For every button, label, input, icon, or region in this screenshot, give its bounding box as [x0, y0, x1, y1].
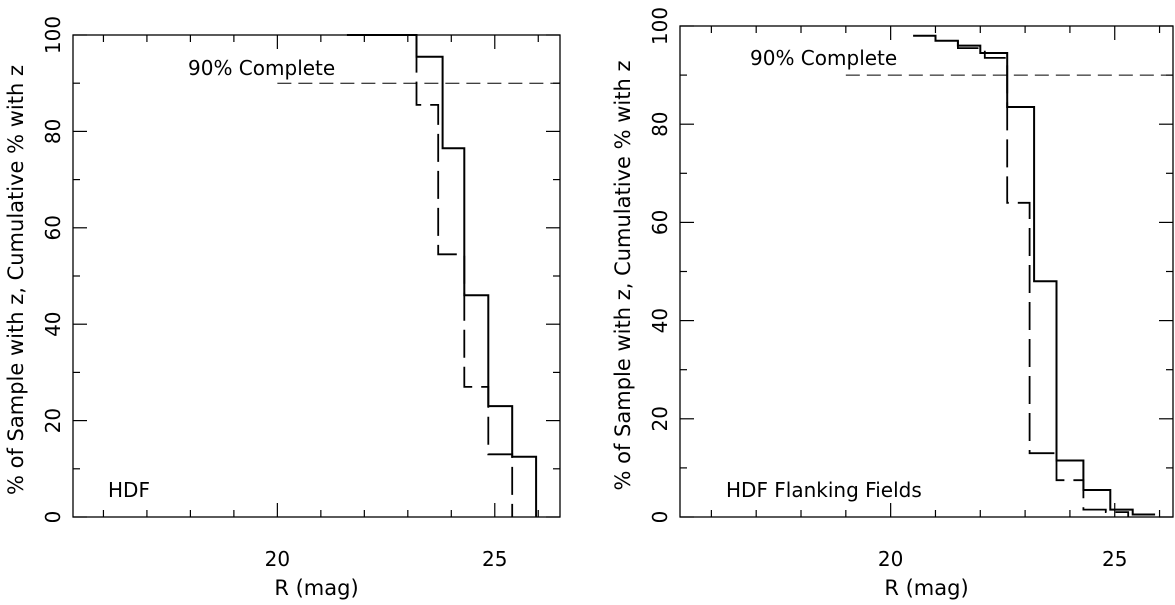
- completeness-label: 90% Complete: [188, 56, 335, 80]
- x-axis-title: R (mag): [274, 576, 358, 600]
- y-axis-title: % of Sample with z, Cumulative % with z: [611, 61, 635, 491]
- y-tick-label: 80: [648, 111, 672, 136]
- series-dashed-line: [415, 44, 514, 517]
- field-label: HDF Flanking Fields: [726, 478, 922, 502]
- y-tick-label: 0: [648, 511, 672, 524]
- x-tick-label: 25: [1102, 547, 1127, 571]
- series-solid-line: [346, 34, 538, 517]
- completeness-label: 90% Complete: [750, 46, 897, 70]
- field-label: HDF: [108, 478, 150, 502]
- plot-frame: [72, 34, 561, 518]
- x-axis-title: R (mag): [884, 576, 968, 600]
- plot-frame: [679, 25, 1174, 518]
- y-tick-label: 60: [41, 215, 65, 240]
- y-tick-label: 40: [648, 308, 672, 333]
- series-solid-line: [913, 34, 1156, 516]
- panel-2: 20 25 0 20 40 60 80 100 R (mag) % of Sample with …: [611, 7, 1174, 600]
- y-tick-label: 20: [41, 408, 65, 433]
- panel-1: 20 25 0 20 40 60 80 100 R (mag) % of Sample with …: [4, 16, 561, 600]
- y-tick-label: 100: [648, 7, 672, 45]
- y-axis-title: % of Sample with z, Cumulative % with z: [4, 65, 28, 495]
- y-tick-label: 40: [41, 311, 65, 336]
- y-tick-label: 20: [648, 406, 672, 431]
- y-tick-label: 60: [648, 210, 672, 235]
- y-tick-label: 80: [41, 119, 65, 144]
- x-tick-label: 25: [482, 547, 507, 571]
- x-tick-label: 20: [878, 547, 903, 571]
- series-dashed-line: [957, 40, 1130, 517]
- x-tick-label: 20: [265, 547, 290, 571]
- y-tick-label: 100: [41, 16, 65, 54]
- y-tick-label: 0: [41, 511, 65, 524]
